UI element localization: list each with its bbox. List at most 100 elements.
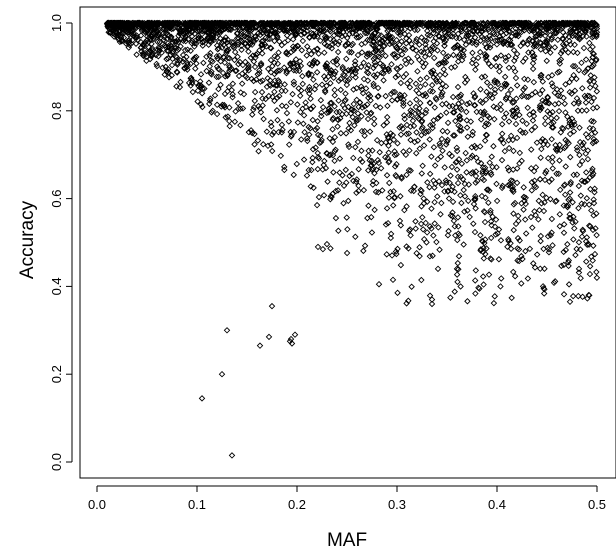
data-point (403, 130, 410, 138)
data-point (402, 60, 410, 68)
data-point (419, 226, 427, 233)
data-point (180, 37, 187, 45)
data-point (424, 27, 431, 35)
data-point (562, 32, 569, 39)
data-point (128, 25, 135, 32)
data-point (565, 33, 573, 40)
data-point (538, 200, 545, 207)
data-point (209, 58, 216, 65)
data-point (567, 41, 574, 48)
data-point (472, 192, 479, 200)
data-point (573, 95, 581, 102)
data-point (543, 194, 550, 202)
data-point (541, 176, 549, 184)
data-point (464, 197, 472, 205)
data-point (263, 43, 270, 50)
data-point (472, 66, 479, 73)
data-point (355, 103, 362, 111)
data-point (339, 63, 346, 71)
data-point (528, 146, 535, 153)
data-point (543, 23, 550, 30)
data-point (576, 161, 584, 169)
data-point (514, 19, 521, 27)
data-point (164, 40, 172, 47)
data-point (483, 79, 491, 86)
data-point (220, 101, 228, 109)
data-point (373, 136, 381, 144)
data-point (355, 165, 362, 173)
data-point (434, 193, 441, 200)
data-point (477, 116, 485, 123)
data-point (215, 28, 223, 35)
data-point (571, 62, 579, 70)
x-tick-label: 0.4 (488, 497, 506, 512)
data-point (219, 69, 227, 77)
data-point (389, 51, 397, 58)
data-point (220, 54, 228, 61)
data-point (583, 258, 590, 265)
x-tick-label: 0.5 (588, 497, 606, 512)
data-point (378, 37, 385, 44)
data-point (259, 29, 266, 37)
data-point (424, 179, 431, 186)
data-point (590, 118, 597, 125)
data-point (522, 194, 529, 202)
data-point (454, 179, 462, 187)
data-point (300, 156, 308, 163)
data-point (391, 194, 398, 202)
data-point (169, 38, 176, 46)
data-point (335, 27, 343, 35)
data-point (349, 113, 356, 121)
data-point (400, 112, 408, 119)
data-point (252, 76, 260, 83)
data-point (295, 21, 302, 28)
data-point (591, 129, 599, 136)
data-point (159, 64, 166, 71)
data-point (350, 100, 358, 108)
data-point (491, 223, 499, 230)
data-point (413, 20, 420, 28)
data-point (461, 19, 469, 27)
data-point (306, 131, 313, 138)
data-point (144, 19, 151, 27)
data-point (405, 245, 412, 252)
data-point (266, 81, 273, 88)
data-point (570, 19, 577, 27)
data-point (310, 23, 318, 30)
data-point (471, 34, 479, 41)
data-point (570, 213, 577, 221)
data-point (405, 111, 413, 119)
data-point (326, 23, 333, 31)
data-point (408, 283, 415, 290)
data-point (426, 253, 434, 260)
data-point (374, 53, 382, 60)
data-point (275, 19, 283, 27)
data-point (593, 21, 600, 28)
data-point (586, 92, 593, 100)
data-point (575, 292, 582, 300)
data-point (441, 20, 449, 28)
data-point (423, 229, 431, 236)
data-point (293, 160, 301, 168)
data-point (516, 237, 523, 244)
data-point (175, 19, 183, 27)
data-point (290, 27, 297, 34)
data-point (533, 21, 540, 29)
data-point (322, 62, 329, 69)
data-point (231, 118, 239, 125)
data-point (497, 136, 505, 143)
data-point (402, 40, 410, 47)
data-point (492, 231, 499, 238)
data-point (429, 67, 437, 74)
data-point (480, 281, 487, 288)
data-point (553, 170, 560, 177)
data-point (194, 98, 201, 105)
data-point (362, 85, 370, 92)
data-point (463, 117, 471, 124)
data-point (358, 113, 365, 120)
data-point (412, 80, 420, 88)
data-point (353, 34, 360, 41)
data-point (441, 164, 448, 171)
data-point (430, 143, 438, 151)
